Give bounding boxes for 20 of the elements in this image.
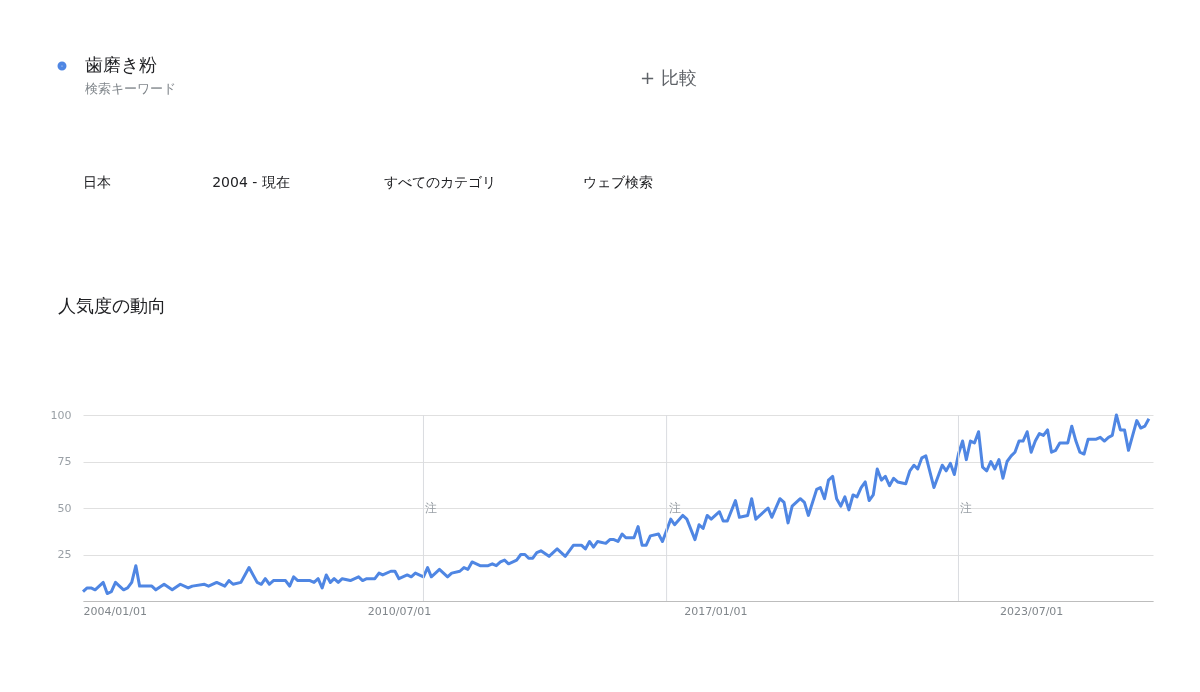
ref-line-label: 注 — [668, 501, 681, 515]
ref-line-label: 注 — [960, 501, 973, 515]
x-tick-label: 2023/07/01 — [999, 604, 1064, 618]
y-tick-label: 75 — [57, 455, 72, 468]
chart-title: 人気度の動向 — [58, 295, 166, 316]
x-tick-label: 2017/01/01 — [684, 604, 748, 618]
text: + 比較 — [640, 67, 697, 88]
y-tick-label: 100 — [50, 408, 72, 422]
text: 日本 — [83, 174, 111, 190]
legend-label: 歯磨き粉 — [85, 54, 157, 75]
y-tick-label: 25 — [57, 548, 72, 561]
text: すべてのカテゴリ — [384, 174, 496, 190]
line-series — [81, 413, 1151, 596]
y-tick-label: 50 — [57, 501, 72, 515]
text: 2004 - 現在 — [212, 174, 290, 190]
ref-line-label: 注 — [425, 501, 438, 515]
text: ウェブ検索 — [583, 174, 653, 190]
text: 検索キーワード — [85, 81, 176, 96]
x-tick-label: 2004/01/01 — [83, 604, 147, 618]
x-tick-label: 2010/07/01 — [367, 604, 432, 618]
